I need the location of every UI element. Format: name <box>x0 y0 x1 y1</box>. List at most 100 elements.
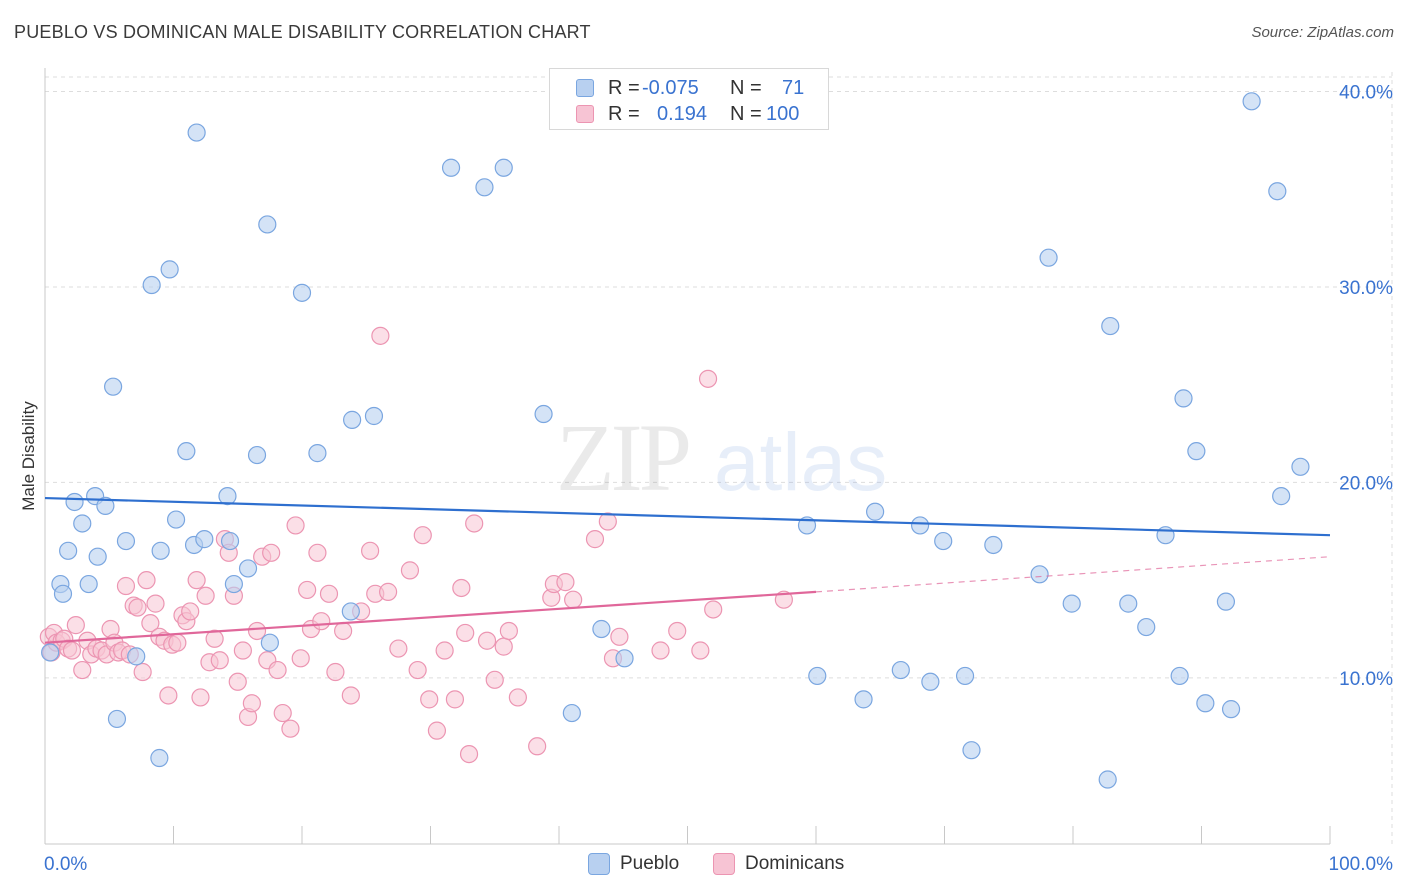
dominicans-point-52 <box>268 660 287 680</box>
pueblo-point-32 <box>341 602 360 621</box>
dominicans-point-93 <box>598 512 617 531</box>
pueblo-point-59 <box>1137 617 1156 637</box>
dominicans-point-59 <box>308 543 327 562</box>
pueblo-point-26 <box>238 559 258 578</box>
pueblo-point-36 <box>475 178 494 197</box>
dominicans-point-55 <box>286 516 305 535</box>
dominicans-point-29 <box>159 686 178 705</box>
y-tick-labels: 10.0% 20.0% 30.0% 40.0% <box>1339 83 1393 690</box>
dominicans-point-63 <box>334 621 353 641</box>
pueblo-point-12 <box>116 531 136 551</box>
pueblo-point-30 <box>292 283 312 302</box>
dominicans-point-34 <box>181 602 200 621</box>
dominicans-point-75 <box>427 721 447 740</box>
pueblo-point-45 <box>866 502 885 521</box>
dominicans-point-69 <box>378 582 398 601</box>
dominicans-point-70 <box>389 639 408 658</box>
dominicans-point-87 <box>528 737 547 756</box>
pueblo-point-14 <box>142 275 161 295</box>
pueblo-point-6 <box>79 574 98 594</box>
pueblo-point-38 <box>534 404 553 424</box>
pueblo-point-67 <box>1242 92 1261 111</box>
pueblo-point-33 <box>343 410 362 429</box>
pueblo-point-10 <box>104 377 123 396</box>
pueblo-point-49 <box>934 531 953 551</box>
dominicans-point-95 <box>610 627 629 646</box>
pueblo-point-66 <box>1221 700 1241 719</box>
dominicans-point-64 <box>341 686 360 705</box>
dominicans-point-99 <box>698 369 718 388</box>
dominicans-point-7 <box>62 641 82 660</box>
dominicans-point-25 <box>141 614 160 633</box>
pueblo-point-24 <box>220 531 240 551</box>
watermark: ZIP atlas <box>556 404 887 511</box>
dominicans-point-57 <box>298 580 317 600</box>
dominicans-point-8 <box>66 616 85 635</box>
series-legend-dominicans-swatch <box>713 853 735 875</box>
dominicans-point-37 <box>196 586 215 605</box>
watermark-atlas: atlas <box>714 417 887 508</box>
pueblo-point-48 <box>921 672 940 691</box>
dominicans-point-71 <box>400 561 420 580</box>
pueblo-point-28 <box>258 215 277 234</box>
dominicans-point-24 <box>137 571 156 590</box>
pueblo-point-57 <box>1101 316 1120 336</box>
pueblo-point-37 <box>494 158 513 177</box>
dominicans-point-100 <box>704 600 723 619</box>
pueblo-point-23 <box>218 487 237 506</box>
pueblo-point-69 <box>1272 487 1291 506</box>
dominicans-point-47 <box>242 694 261 713</box>
pueblo-point-54 <box>1039 248 1058 267</box>
series-legend-pueblo-label: Pueblo <box>620 853 680 874</box>
axes <box>44 68 1331 845</box>
dominicans-point-26 <box>146 594 165 613</box>
pueblo-point-34 <box>364 406 384 426</box>
dominicans-point-23 <box>133 662 152 682</box>
pueblo-point-8 <box>88 547 107 566</box>
grid-lines <box>45 72 1393 844</box>
pueblo-point-68 <box>1268 182 1287 201</box>
pueblo-point-65 <box>1216 592 1236 611</box>
watermark-zip: ZIP <box>556 404 689 511</box>
dominicans-point-22 <box>128 598 147 617</box>
pueblo-point-3 <box>59 541 78 560</box>
dominicans-point-77 <box>445 690 465 709</box>
dominicans-point-78 <box>452 578 471 598</box>
dominicans-point-91 <box>564 590 583 609</box>
dominicans-point-60 <box>312 612 331 631</box>
pueblo-trend-line <box>44 496 1331 537</box>
dominicans-r-label: R = <box>608 103 640 125</box>
pueblo-point-41 <box>615 649 634 668</box>
legend-row-pueblo: R = -0.075 N = 71 <box>550 73 828 103</box>
pueblo-point-61 <box>1170 666 1189 686</box>
pueblo-r-value: -0.075 <box>642 77 699 99</box>
pueblo-point-40 <box>592 619 611 639</box>
pueblo-point-52 <box>984 535 1003 555</box>
dominicans-point-79 <box>456 623 475 643</box>
dominicans-point-39 <box>205 629 224 648</box>
pueblo-point-15 <box>150 748 169 768</box>
dominicans-point-72 <box>408 660 427 680</box>
dominicans-point-96 <box>651 641 670 660</box>
dominicans-point-84 <box>494 637 513 656</box>
series-legend-pueblo-swatch <box>588 853 610 875</box>
y-tick-label-40: 40.0% <box>1339 83 1393 104</box>
pueblo-point-53 <box>1030 565 1049 584</box>
dominicans-point-45 <box>233 641 252 660</box>
dominicans-point-85 <box>499 621 518 641</box>
series-legend-dominicans-label: Dominicans <box>745 853 845 874</box>
dominicans-trend-extension <box>815 556 1331 593</box>
pueblo-n-label: N = <box>730 77 762 99</box>
legend-row-dominicans: R = 0.194 N = 100 <box>550 99 828 129</box>
pueblo-point-35 <box>441 158 461 177</box>
dominicans-point-19 <box>116 576 136 596</box>
pueblo-swatch <box>576 79 594 97</box>
pueblo-point-51 <box>962 741 981 760</box>
pueblo-point-43 <box>808 666 827 686</box>
y-tick-label-30: 30.0% <box>1339 278 1393 299</box>
dominicans-point-31 <box>168 633 187 652</box>
dominicans-point-83 <box>485 670 504 689</box>
pueblo-point-19 <box>177 442 196 461</box>
pueblo-point-27 <box>247 445 267 465</box>
dominicans-point-81 <box>465 514 484 533</box>
